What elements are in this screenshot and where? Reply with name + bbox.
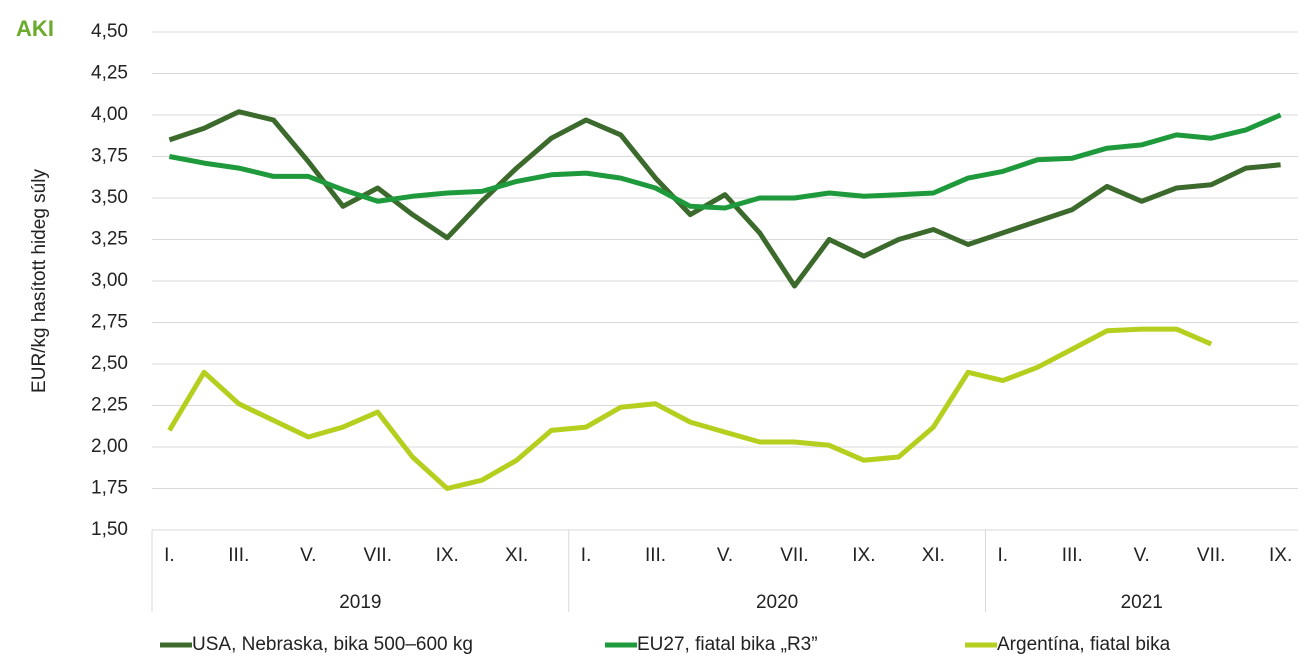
y-tick-label: 1,75 (91, 478, 128, 499)
series-line (167, 326, 1213, 491)
y-tick-label: 1,50 (91, 519, 128, 540)
x-tick-label: III. (645, 545, 666, 566)
year-label: 2019 (339, 592, 381, 613)
y-tick-label: 2,50 (91, 353, 128, 374)
x-tick-label: I. (581, 545, 592, 566)
y-tick-label: 2,75 (91, 312, 128, 333)
y-tick-label: 4,25 (91, 63, 128, 84)
y-tick-label: 4,00 (91, 104, 128, 125)
x-tick-label: IX. (436, 545, 459, 566)
y-tick-label: 2,25 (91, 395, 128, 416)
logo: AKI (16, 16, 54, 41)
x-tick-label: XI. (505, 545, 528, 566)
x-tick-label: III. (1062, 545, 1083, 566)
x-tick-label: V. (300, 545, 316, 566)
year-label: 2020 (756, 592, 798, 613)
x-tick-label: IX. (852, 545, 875, 566)
x-tick-label: III. (228, 545, 249, 566)
y-tick-label: 3,25 (91, 229, 128, 250)
x-tick-label: VII. (1197, 545, 1226, 566)
y-tick-label: 4,50 (91, 21, 128, 42)
legend-label: Argentína, fiatal bika (997, 634, 1171, 655)
legend-label: USA, Nebraska, bika 500–600 kg (192, 634, 473, 655)
x-tick-label: V. (1134, 545, 1150, 566)
y-tick-label: 2,00 (91, 436, 128, 457)
x-tick-label: VII. (780, 545, 809, 566)
y-tick-label: 3,75 (91, 146, 128, 167)
x-tick-label: IX. (1269, 545, 1292, 566)
x-tick-label: I. (164, 545, 175, 566)
x-tick-label: V. (717, 545, 733, 566)
series-line (168, 109, 1281, 289)
x-tick-label: VII. (363, 545, 392, 566)
legend-label: EU27, fiatal bika „R3” (637, 634, 818, 655)
y-axis-label: EUR/kg hasított hideg súly (29, 169, 50, 393)
x-tick-label: XI. (922, 545, 945, 566)
y-tick-label: 3,50 (91, 187, 128, 208)
x-tick-label: I. (998, 545, 1009, 566)
y-tick-label: 3,00 (91, 270, 128, 291)
series-line (168, 112, 1282, 211)
year-label: 2021 (1121, 592, 1163, 613)
